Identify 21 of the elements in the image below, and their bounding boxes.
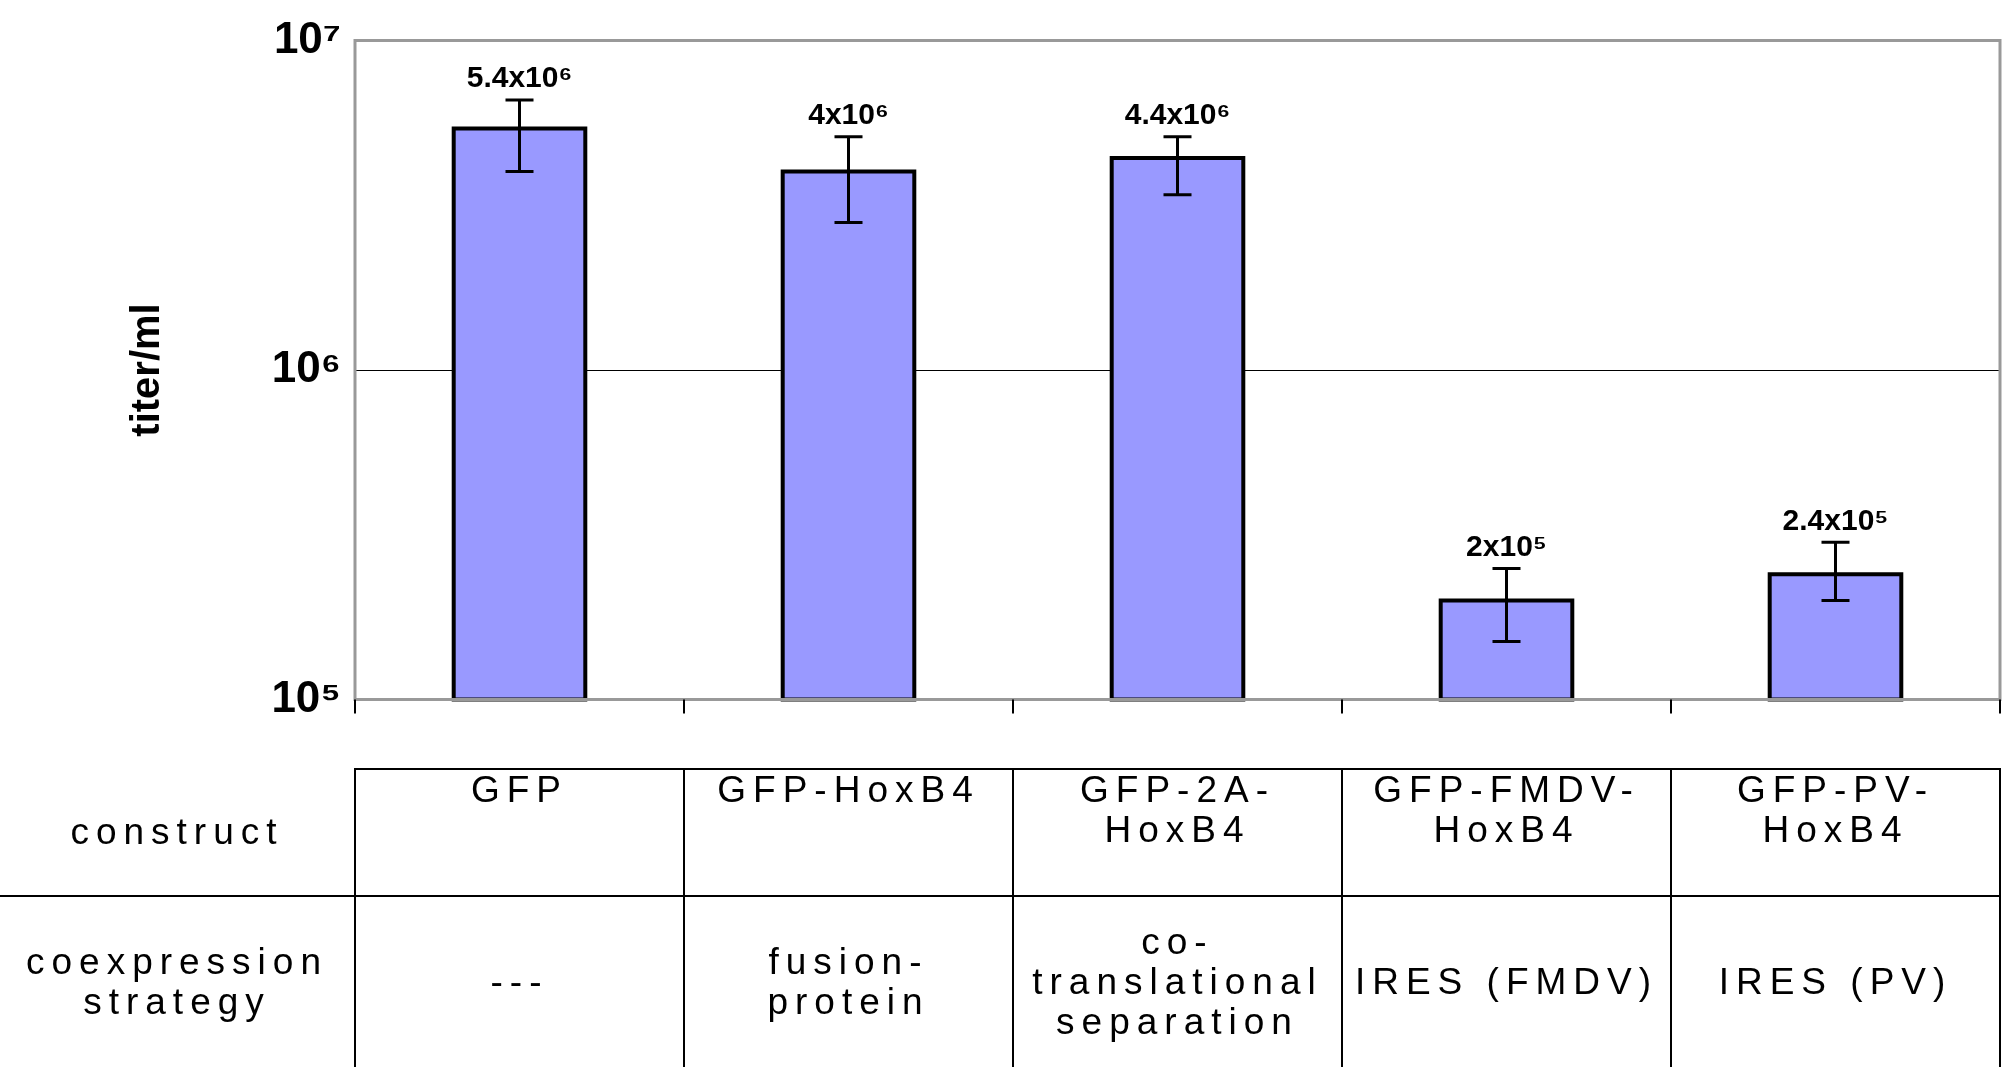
data-label: 2x10⁵ xyxy=(1466,528,1547,562)
x-tick-label: GFP-FMDV-HoxB4 xyxy=(1342,769,1671,896)
y-tick-label: 10⁵ xyxy=(271,671,341,721)
x-axis-title: construct xyxy=(0,769,355,896)
x-tick-label: GFP xyxy=(355,769,684,896)
x-tick-label: GFP-2A-HoxB4 xyxy=(1013,769,1342,896)
x-tick-label: GFP-PV-HoxB4 xyxy=(1671,769,2000,896)
text: --- xyxy=(355,896,684,1067)
y-axis-title: titer/ml xyxy=(123,303,168,437)
data-label: 4x10⁶ xyxy=(808,97,889,131)
data-label: 4.4x10⁶ xyxy=(1124,97,1231,131)
y-tick-label: 10⁷ xyxy=(273,12,341,62)
text: fusion-protein xyxy=(684,896,1013,1067)
text: coexpression strategy xyxy=(25,940,329,1024)
y-tick-label: 10⁶ xyxy=(271,342,341,392)
x-tick-label: GFP-HoxB4 xyxy=(684,769,1013,896)
text: IRES (PV) xyxy=(1671,896,2000,1067)
data-label: 2.4x10⁵ xyxy=(1782,502,1889,536)
text: IRES (FMDV) xyxy=(1342,896,1671,1067)
text: co-translational separation xyxy=(1013,896,1342,1067)
data-label: 5.4x10⁶ xyxy=(466,60,573,94)
